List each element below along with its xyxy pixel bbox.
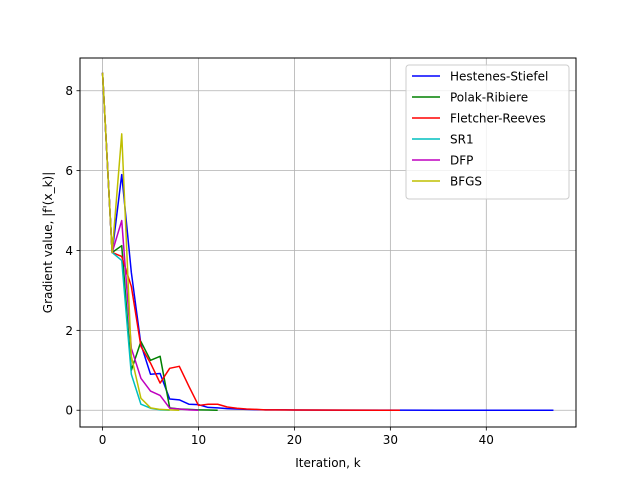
y-axis-label: Gradient value, |f'(x_k)| (41, 172, 55, 313)
legend-label-fletcher-reeves: Fletcher-Reeves (450, 112, 546, 126)
series-line-dfp (101, 72, 199, 411)
legend-label-dfp: DFP (450, 154, 473, 168)
y-tick-label: 6 (65, 164, 73, 178)
legend-label-hestenes-stiefel: Hestenes-Stiefel (450, 70, 548, 84)
x-axis-label: Iteration, k (295, 456, 361, 470)
ticks: 0 10 20 30 40 0 2 4 6 8 (65, 84, 494, 447)
y-tick-label: 4 (65, 244, 73, 258)
x-tick-label: 0 (99, 433, 107, 447)
x-tick-label: 30 (383, 433, 398, 447)
plot-frame (79, 57, 577, 428)
x-tick-label: 10 (191, 433, 206, 447)
y-tick-label: 2 (65, 324, 73, 338)
y-tick-label: 0 (65, 404, 73, 418)
x-tick-label: 40 (479, 433, 494, 447)
y-tick-label: 8 (65, 84, 73, 98)
legend-label-bfgs: BFGS (450, 175, 482, 189)
x-tick-label: 20 (287, 433, 302, 447)
legend-label-polak-ribiere: Polak-Ribiere (450, 91, 528, 105)
series-line-fletcher-reeves (101, 72, 400, 411)
legend-box (405, 64, 570, 200)
legend: Hestenes-Stiefel Polak-Ribiere Fletcher-Re… (405, 64, 570, 200)
legend-label-sr1: SR1 (450, 133, 474, 147)
plot-lines (101, 72, 554, 411)
series-line-bfgs (101, 72, 180, 411)
